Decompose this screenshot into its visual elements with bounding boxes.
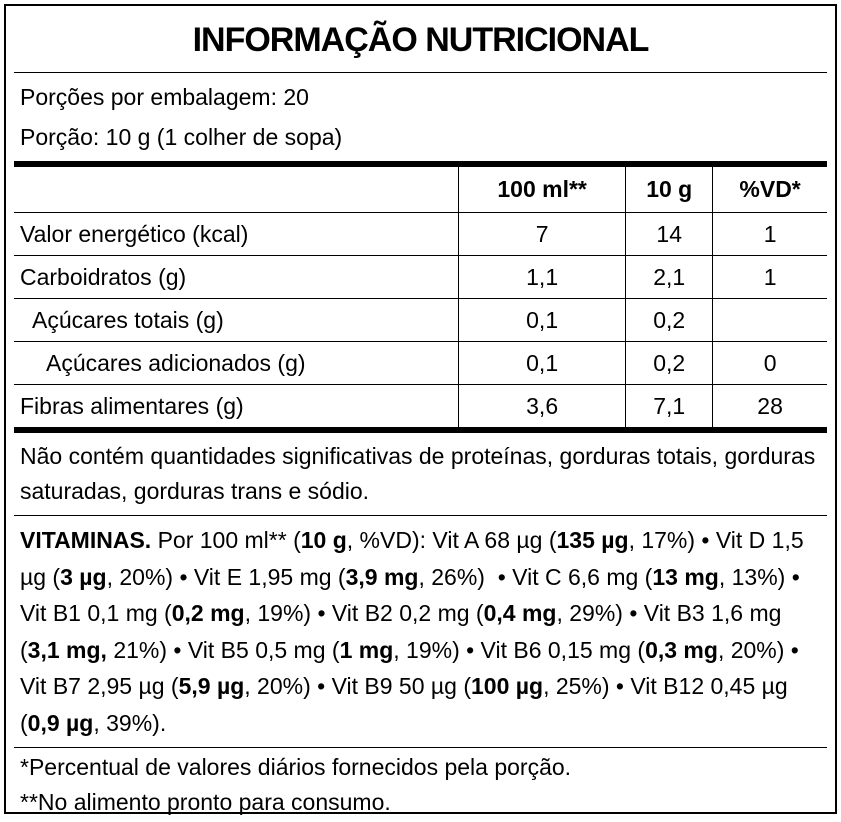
vitamin-text: 10 g (300, 527, 347, 553)
footnote: *Percentual de valores diários fornecido… (20, 754, 572, 780)
vitamin-text: 0,2 mg (171, 600, 245, 626)
nutrient-value: 7 (457, 212, 627, 256)
nutrient-value: 28 (712, 384, 827, 433)
nutrient-value: 0 (712, 341, 827, 385)
vitamin-text: 3,9 mg (345, 563, 419, 590)
nutrient-value: 1 (712, 212, 827, 256)
footnotes: *Percentual de valores diários fornecido… (14, 748, 827, 822)
vitamin-text: , 19%) • Vit B2 0,2 mg ( (244, 600, 484, 626)
vitamin-text: 135 µg (556, 527, 629, 553)
serving-size: Porção: 10 g (1 colher de sopa) (20, 124, 343, 150)
note: Não contém quantidades significativas de… (14, 433, 827, 516)
table-row: Açúcares adicionados (g) 0,1 0,2 0 (14, 341, 827, 385)
nutrient-name: Fibras alimentares (g) (14, 384, 459, 433)
nutrient-value: 0,2 (625, 341, 714, 385)
vitamin-text: 3,1 mg, (27, 636, 107, 663)
vitamin-text: , 20%) • Vit B7 2,95 µg ( (20, 636, 806, 700)
vitamin-text: 5,9 µg (178, 673, 245, 699)
header-cell: 10 g (625, 167, 714, 213)
servings: Porções por embalagem: 20 Porção: 10 g (… (14, 73, 827, 167)
nutrient-value: 3,6 (457, 384, 627, 433)
vitamin-text: , 26%) • Vit C 6,6 mg ( (418, 563, 653, 590)
vitamins: VITAMINAS. Por 100 ml** (10 g, %VD): Vit… (14, 516, 827, 748)
nutrient-value: 1 (712, 255, 827, 299)
header-cell: %VD* (712, 167, 827, 213)
vitamin-text: 0,4 mg (483, 600, 557, 626)
vitamin-text: 21%) • Vit B5 0,5 mg ( (106, 636, 340, 663)
servings-per-package: Porções por embalagem: 20 (20, 84, 309, 110)
vitamin-text: , 39%). (93, 709, 167, 736)
vitamin-text: 13 mg (652, 563, 719, 590)
vitamin-text: 1 mg (339, 636, 394, 663)
vitamin-text: , 13%) • Vit B1 0,1 mg ( (20, 563, 807, 627)
nutrient-name: Açúcares totais (g) (14, 298, 459, 342)
vitamin-text: , 17%) • Vit D 1,5 µg ( (20, 527, 811, 590)
vitamin-text: , 29%) • Vit B3 1,6 mg ( (20, 600, 788, 663)
nutrient-value: 0,2 (625, 298, 714, 342)
nutrient-name: Valor energético (kcal) (14, 212, 459, 256)
nutrient-value: 7,1 (625, 384, 714, 433)
nutrient-value (712, 298, 827, 342)
vitamin-text: , %VD): Vit A 68 µg ( (346, 527, 557, 553)
vitamin-text: , 20%) • Vit B9 50 µg ( (244, 673, 471, 699)
vitamin-text: 0,3 mg (645, 636, 718, 663)
nutrient-name: Carboidratos (g) (14, 255, 459, 299)
header-cell (14, 167, 459, 213)
footnote: **No alimento pronto para consumo. (20, 789, 391, 815)
title: INFORMAÇÃO NUTRICIONAL (14, 6, 827, 73)
table-row: Fibras alimentares (g) 3,6 7,1 28 (14, 384, 827, 433)
vitamin-text: 100 µg (470, 673, 544, 699)
table-row: Açúcares totais (g) 0,1 0,2 (14, 298, 827, 342)
vitamin-text: 0,9 µg (27, 709, 94, 736)
table-row: Valor energético (kcal) 7 14 1 (14, 212, 827, 256)
table-row: Carboidratos (g) 1,1 2,1 1 (14, 255, 827, 299)
nutrient-value: 0,1 (457, 298, 627, 342)
nutrition-label: INFORMAÇÃO NUTRICIONAL Porções por embal… (4, 4, 837, 815)
vitamin-text: 3 µg (60, 563, 107, 590)
vitamin-text: , 19%) • Vit B6 0,15 mg ( (393, 636, 646, 663)
nutrient-value: 1,1 (457, 255, 627, 299)
nutrient-value: 14 (625, 212, 714, 256)
nutrient-value: 0,1 (457, 341, 627, 385)
vitamin-text: VITAMINAS. (20, 527, 152, 553)
nutrient-name: Açúcares adicionados (g) (14, 341, 459, 385)
nutrient-value: 2,1 (625, 255, 714, 299)
header-cell: 100 ml** (457, 167, 627, 213)
vitamin-text: Por 100 ml** ( (151, 527, 301, 553)
vitamin-text: , 20%) • Vit E 1,95 mg ( (106, 563, 346, 590)
header-row: 100 ml** 10 g %VD* (14, 167, 827, 213)
nutrition-table: 100 ml** 10 g %VD* Valor energético (kca… (14, 167, 827, 433)
vitamin-text: , 25%) • Vit B12 0,45 µg ( (20, 673, 795, 736)
